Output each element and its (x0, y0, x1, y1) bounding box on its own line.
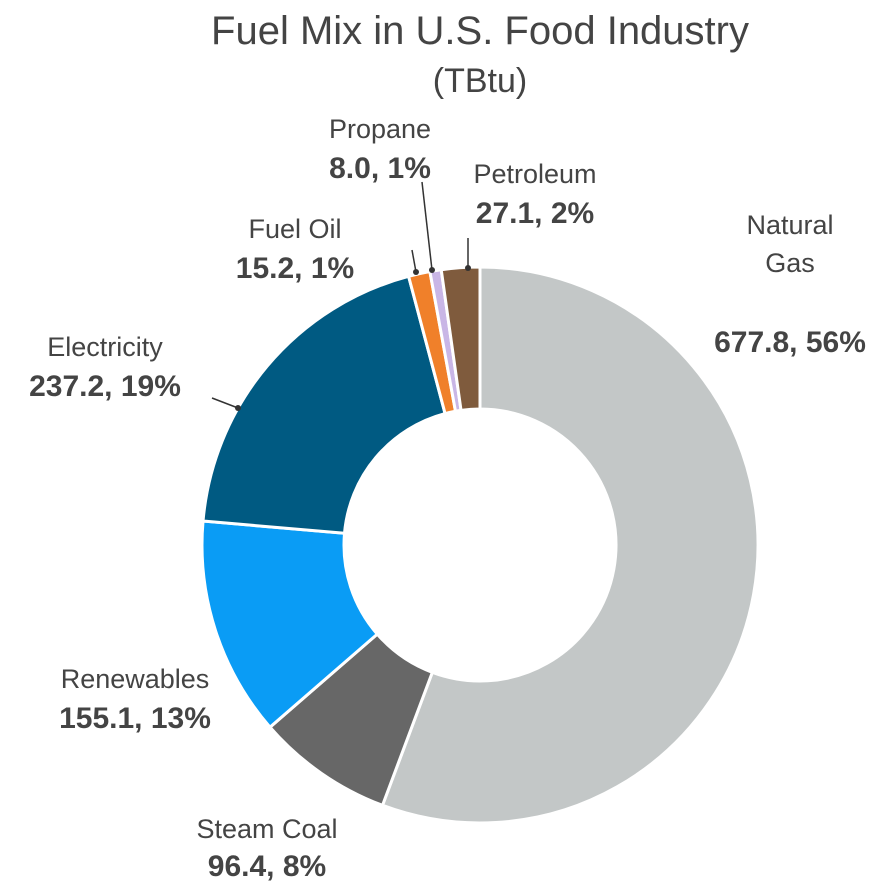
leader-dot (465, 265, 471, 271)
leader-line (421, 181, 433, 271)
category-label: Electricity (47, 332, 163, 362)
percent: 1% (311, 252, 354, 285)
category-label: Propane (329, 114, 431, 144)
donut-slice (439, 265, 482, 413)
percent: 19% (121, 370, 181, 403)
value: 96.4 (208, 850, 267, 883)
value-label: 96.4, 8% (208, 850, 326, 883)
chart-title: Fuel Mix in U.S. Food Industry (211, 9, 749, 53)
chart-subtitle: (TBtu) (433, 62, 527, 100)
percent: 8% (283, 850, 326, 883)
separator: , (134, 702, 142, 735)
percent: 2% (551, 197, 594, 230)
value: 8.0 (329, 152, 371, 185)
value-label: 8.0, 1% (329, 152, 431, 185)
percent: 1% (388, 152, 431, 185)
value: 15.2 (236, 252, 294, 285)
donut-slice (201, 274, 447, 535)
value: 155.1 (59, 702, 134, 735)
category-label: Fuel Oil (248, 214, 341, 244)
category-label-line: Gas (765, 248, 815, 278)
value-label: 677.8, 56% (714, 326, 866, 359)
leader-dot (413, 269, 419, 275)
leader-dot (235, 405, 241, 411)
percent: 56% (806, 326, 866, 359)
category-label-line: Natural (746, 210, 833, 240)
category-label: Steam Coal (196, 814, 337, 844)
separator: , (294, 252, 302, 285)
separator: , (371, 152, 379, 185)
value: 677.8 (714, 326, 789, 359)
value-label: 27.1, 2% (476, 197, 594, 230)
donut-slice (200, 519, 380, 730)
category-label: Petroleum (473, 159, 596, 189)
value: 27.1 (476, 197, 534, 230)
leader-line (211, 397, 239, 409)
value: 237.2 (29, 370, 104, 403)
leader-dot (429, 267, 435, 273)
value-label: 155.1, 13% (59, 702, 211, 735)
separator: , (534, 197, 542, 230)
donut-slice (380, 265, 760, 825)
category-label: Renewables (61, 664, 210, 694)
leader-line (411, 249, 417, 273)
percent: 13% (151, 702, 211, 735)
separator: , (789, 326, 797, 359)
value-label: 237.2, 19% (29, 370, 181, 403)
separator: , (266, 850, 274, 883)
value-label: 15.2, 1% (236, 252, 354, 285)
separator: , (104, 370, 112, 403)
category-label: Natural Gas (746, 210, 833, 278)
